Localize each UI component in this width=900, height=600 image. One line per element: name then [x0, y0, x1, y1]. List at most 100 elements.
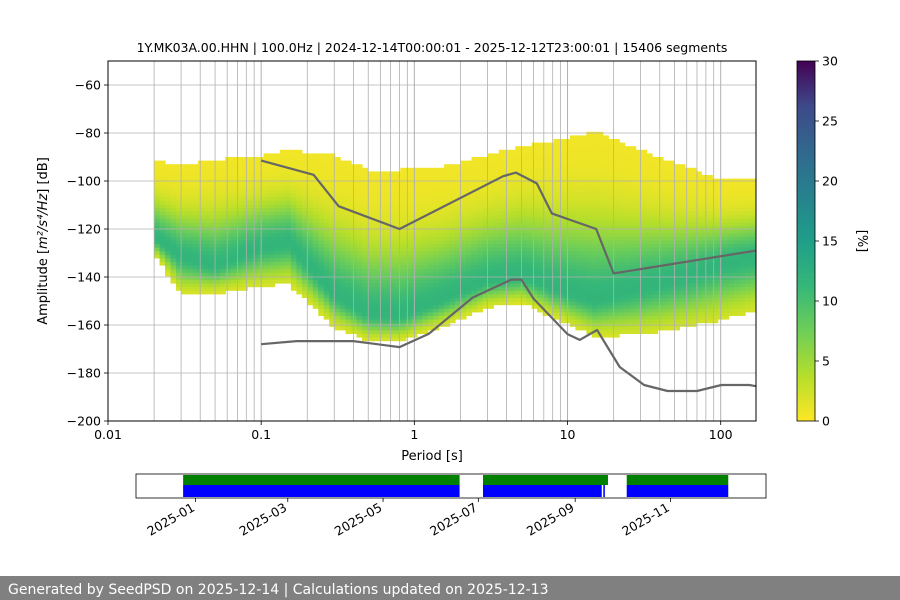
density-cell: [203, 254, 210, 259]
density-cell: [537, 207, 544, 212]
density-cell: [416, 175, 423, 180]
density-cell: [181, 196, 188, 201]
density-cell: [537, 157, 544, 162]
density-cell: [197, 279, 204, 284]
density-cell: [356, 286, 363, 291]
density-cell: [586, 326, 593, 331]
density-cell: [323, 175, 330, 180]
density-cell: [247, 157, 254, 162]
density-cell: [580, 247, 587, 252]
density-cell: [690, 283, 697, 288]
density-cell: [641, 171, 648, 176]
density-cell: [575, 157, 582, 162]
density-cell: [466, 232, 473, 237]
density-cell: [723, 225, 730, 230]
density-cell: [706, 211, 713, 216]
density-cell: [400, 200, 407, 205]
density-cell: [438, 283, 445, 288]
density-cell: [635, 225, 642, 230]
density-cell: [493, 293, 500, 298]
density-cell: [236, 265, 243, 270]
density-cell: [586, 218, 593, 223]
density-cell: [602, 257, 609, 262]
density-cell: [723, 239, 730, 244]
density-cell: [515, 218, 522, 223]
density-cell: [389, 207, 396, 212]
density-cell: [526, 167, 533, 172]
density-cell: [416, 207, 423, 212]
density-cell: [684, 279, 691, 284]
density-cell: [476, 189, 484, 194]
density-cell: [652, 221, 659, 226]
density-cell: [482, 207, 489, 212]
density-cell: [619, 297, 626, 302]
density-cell: [345, 329, 352, 334]
density-cell: [405, 315, 412, 320]
density-cell: [602, 189, 609, 194]
density-cell: [192, 265, 199, 270]
density-cell: [192, 193, 199, 198]
density-cell: [329, 283, 336, 288]
density-cell: [154, 167, 161, 172]
density-cell: [312, 261, 319, 266]
density-cell: [559, 218, 566, 223]
density-cell: [613, 268, 620, 273]
x-tick-label: 10: [560, 427, 576, 442]
density-cell: [367, 315, 374, 320]
density-cell: [690, 225, 697, 230]
density-cell: [405, 193, 412, 198]
density-cell: [307, 203, 314, 208]
density-cell: [383, 239, 390, 244]
density-cell: [422, 304, 429, 309]
density-cell: [203, 286, 210, 291]
density-cell: [334, 283, 341, 288]
density-cell: [460, 304, 467, 309]
density-cell: [362, 182, 369, 187]
density-cell: [214, 196, 221, 201]
density-cell: [575, 254, 582, 259]
density-cell: [542, 214, 549, 219]
density-cell: [296, 196, 303, 201]
density-cell: [597, 290, 604, 295]
density-cell: [378, 196, 385, 201]
density-cell: [569, 225, 577, 230]
density-cell: [372, 214, 380, 219]
density-cell: [192, 211, 199, 216]
density-cell: [728, 250, 735, 255]
density-cell: [416, 261, 423, 266]
density-cell: [531, 189, 538, 194]
density-cell: [662, 182, 670, 187]
density-cell: [236, 211, 243, 216]
density-cell: [197, 214, 204, 219]
density-cell: [165, 185, 172, 190]
density-cell: [613, 171, 620, 176]
density-cell: [378, 290, 385, 295]
density-cell: [225, 268, 232, 273]
density-cell: [241, 232, 248, 237]
density-cell: [383, 189, 390, 194]
density-cell: [493, 200, 500, 205]
density-cell: [624, 293, 631, 298]
density-cell: [673, 243, 680, 248]
density-cell: [630, 211, 637, 216]
density-cell: [400, 301, 407, 306]
density-cell: [154, 189, 161, 194]
density-cell: [394, 297, 401, 302]
density-cell: [197, 221, 204, 226]
density-cell: [619, 304, 626, 309]
density-cell: [323, 301, 330, 306]
density-cell: [296, 160, 303, 165]
density-cell: [652, 239, 659, 244]
density-cell: [307, 254, 314, 259]
density-cell: [296, 207, 303, 212]
density-cell: [537, 229, 544, 234]
density-cell: [701, 193, 708, 198]
density-cell: [351, 326, 358, 331]
density-cell: [586, 243, 593, 248]
density-cell: [635, 175, 642, 180]
density-cell: [690, 182, 697, 187]
density-cell: [307, 272, 314, 277]
density-cell: [569, 182, 577, 187]
density-cell: [739, 193, 746, 198]
density-cell: [285, 164, 292, 169]
